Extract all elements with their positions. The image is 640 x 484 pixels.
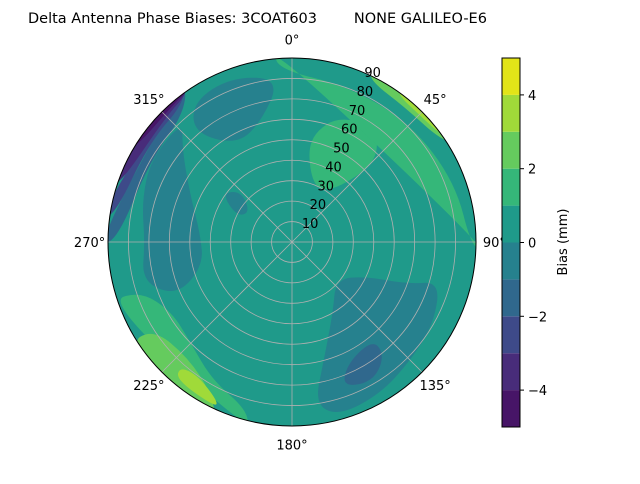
r-tick-label: 20 — [310, 198, 327, 213]
theta-tick-label: 90° — [483, 236, 506, 251]
theta-gridline — [291, 241, 423, 373]
contour-region — [344, 344, 382, 385]
theta-gridline — [291, 111, 423, 243]
colorbar: −4 −2 0 2 4 — [501, 57, 547, 428]
theta-tick-label: 225° — [133, 379, 164, 394]
theta-tick-label: 135° — [419, 379, 450, 394]
theta-tick-labels: 0° 45° 90° 135° 180° 225° 270° 315° — [74, 34, 506, 454]
colorbar-segment — [502, 168, 520, 206]
r-tick-label: 90 — [364, 66, 381, 81]
contour-region — [309, 119, 377, 190]
colorbar-segment — [502, 242, 520, 280]
contour-region — [108, 93, 186, 242]
colorbar-segment — [502, 390, 520, 427]
r-tick-label: 80 — [357, 85, 374, 100]
colorbar-tick-label: 4 — [528, 89, 536, 104]
theta-tick-label: 270° — [74, 236, 105, 251]
contour-region — [193, 77, 274, 141]
colorbar-tick-label: 0 — [528, 237, 536, 252]
r-tick-label: 50 — [333, 142, 350, 157]
contour-region — [177, 369, 217, 405]
theta-tick-label: 180° — [276, 438, 307, 453]
contour-region — [108, 90, 184, 216]
colorbar-tick-label: 2 — [528, 163, 536, 178]
r-tick-labels: 10 20 30 40 50 60 70 80 90 — [302, 66, 381, 232]
colorbar-tick-label: −4 — [528, 384, 547, 399]
contour-region — [142, 128, 202, 291]
colorbar-segment — [502, 316, 520, 354]
polar-frame — [107, 57, 477, 427]
r-tick-label: 70 — [349, 104, 366, 119]
colorbar-segment — [502, 131, 520, 169]
colorbar-label: Bias (mm) — [556, 209, 571, 276]
theta-gridline — [161, 111, 293, 243]
colorbar-segment — [502, 205, 520, 243]
theta-tick-label: 0° — [285, 34, 300, 49]
colorbar-segment — [502, 94, 520, 132]
r-tick-label: 40 — [325, 160, 342, 175]
theta-gridline — [161, 241, 293, 373]
theta-tick-label: 315° — [133, 93, 164, 108]
colorbar-segment — [502, 58, 520, 95]
colorbar-tick-label: −2 — [528, 310, 547, 325]
polar-grid — [108, 58, 476, 426]
contour-region — [225, 192, 248, 215]
r-tick-label: 10 — [302, 217, 319, 232]
colorbar-segment — [502, 279, 520, 317]
colorbar-segment — [502, 353, 520, 391]
r-tick-label: 30 — [317, 179, 334, 194]
r-tick-label: 60 — [341, 123, 358, 138]
theta-tick-label: 45° — [424, 93, 447, 108]
chart-title: Delta Antenna Phase Biases: 3COAT603 NON… — [28, 11, 487, 27]
